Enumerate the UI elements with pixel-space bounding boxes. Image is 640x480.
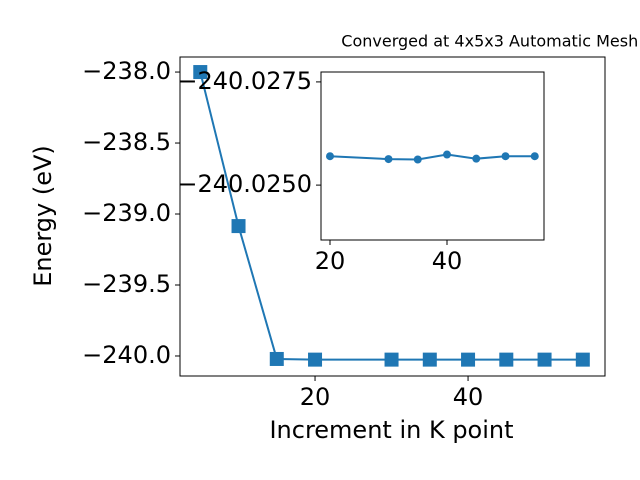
y-axis-label: Energy (eV) (29, 145, 57, 287)
y-tick-label: −239.0 (82, 199, 171, 227)
marker (413, 155, 422, 164)
marker (499, 352, 514, 367)
marker (530, 152, 539, 161)
marker (231, 219, 246, 234)
marker (537, 352, 552, 367)
x-tick-label: 20 (315, 247, 346, 275)
marker (472, 154, 481, 163)
chart-title: Converged at 4x5x3 Automatic Mesh 30 (341, 32, 640, 51)
y-tick-label: −240.0250 (177, 170, 312, 198)
marker (193, 65, 208, 80)
marker (384, 352, 399, 367)
x-tick-label: 40 (453, 383, 484, 411)
marker (443, 150, 452, 159)
y-tick-label: −240.0275 (177, 67, 312, 95)
x-tick-label: 20 (300, 383, 331, 411)
y-tick-label: −238.0 (82, 57, 171, 85)
marker (384, 155, 393, 164)
marker (308, 352, 323, 367)
y-tick-label: −240.0 (82, 341, 171, 369)
x-axis-label: Increment in K point (269, 416, 513, 444)
marker (461, 352, 476, 367)
series-line (199, 71, 583, 361)
marker (422, 352, 437, 367)
marker (501, 152, 510, 161)
marker (326, 152, 335, 161)
y-tick-label: −239.5 (82, 270, 171, 298)
y-tick-label: −238.5 (82, 128, 171, 156)
x-tick-label: 40 (432, 247, 463, 275)
marker (269, 351, 284, 366)
marker (575, 352, 590, 367)
